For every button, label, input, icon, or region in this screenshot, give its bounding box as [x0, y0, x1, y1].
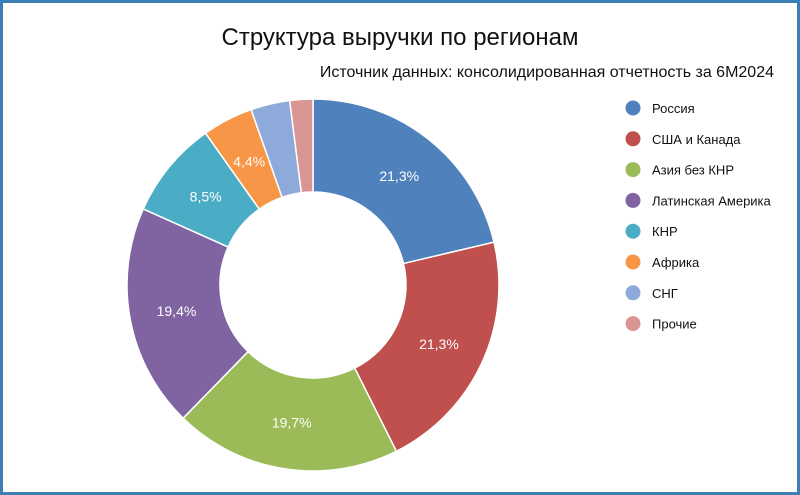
legend-marker-6 [625, 254, 641, 270]
legend-marker-8 [625, 316, 641, 332]
legend-label-5: КНР [652, 224, 678, 239]
slice-label-5: 8,5% [190, 189, 222, 205]
chart-subtitle: Источник данных: консолидированная отчет… [319, 64, 774, 81]
legend-marker-5 [625, 223, 641, 239]
slice-label-1: 21,3% [379, 168, 419, 184]
slice-label-4: 19,4% [157, 303, 197, 319]
legend-label-8: Прочие [652, 317, 697, 332]
legend-marker-1 [625, 100, 641, 116]
legend-label-7: СНГ [652, 286, 678, 301]
legend-marker-7 [625, 285, 641, 301]
donut-slices [126, 98, 500, 472]
legend-label-6: Африка [652, 255, 700, 270]
legend-marker-2 [625, 131, 641, 147]
donut-slice-4 [126, 207, 250, 420]
donut-slice-1 [312, 98, 495, 265]
donut-slice-3 [182, 350, 398, 472]
slice-label-2: 21,3% [419, 336, 459, 352]
legend-label-3: Азия без КНР [652, 163, 734, 178]
slice-label-6: 4,4% [233, 154, 265, 170]
legend-marker-3 [625, 162, 641, 178]
chart-title: Структура выручки по регионам [221, 24, 579, 51]
legend-label-1: Россия [652, 101, 695, 116]
slice-labels: 21,3% 21,3% 19,7% 19,4% 8,5% 4,4% [157, 154, 459, 431]
slice-label-3: 19,7% [272, 414, 312, 430]
donut-slice-8 [288, 98, 314, 194]
donut-slice-2 [353, 241, 500, 453]
legend-marker-4 [625, 192, 641, 208]
legend: Россия США и Канада Азия без КНР Латинская … [625, 100, 772, 332]
legend-label-2: США и Канада [652, 132, 741, 147]
legend-label-4: Латинская Америка [652, 193, 772, 208]
